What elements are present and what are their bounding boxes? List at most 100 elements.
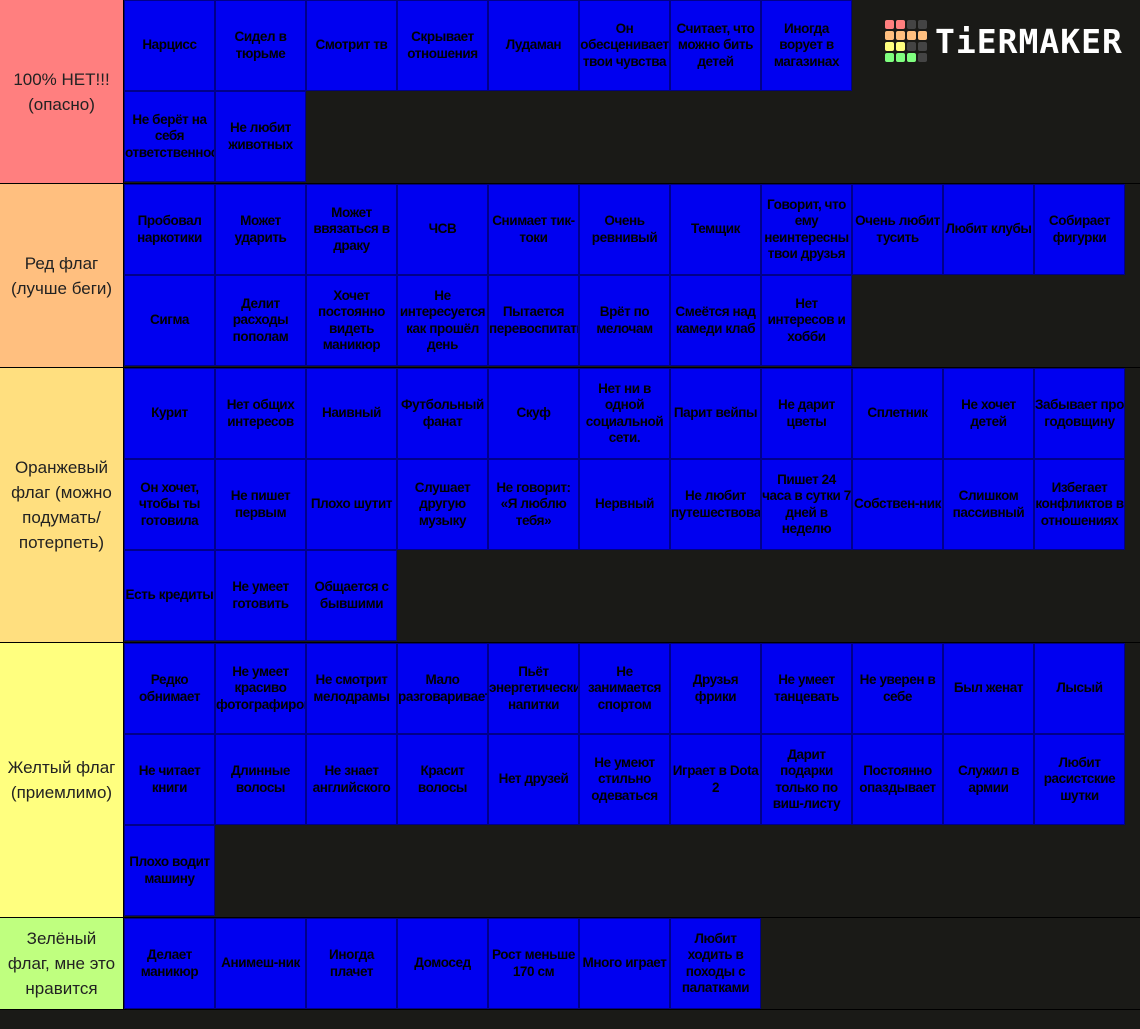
tier-item[interactable]: Не дарит цветы bbox=[761, 368, 852, 459]
logo-grid-cell bbox=[896, 20, 905, 29]
tier-item[interactable]: Дарит подарки только по виш-листу bbox=[761, 734, 852, 825]
tier-item[interactable]: Смеётся над камеди клаб bbox=[670, 275, 761, 366]
tier-item[interactable]: Иногда плачет bbox=[306, 918, 397, 1009]
tier-item[interactable]: Не пишет первым bbox=[215, 459, 306, 550]
tier-item[interactable]: Курит bbox=[124, 368, 215, 459]
tier-item[interactable]: Не хочет детей bbox=[943, 368, 1034, 459]
tier-item[interactable]: Собирает фигурки bbox=[1034, 184, 1125, 275]
tier-item[interactable]: Был женат bbox=[943, 643, 1034, 734]
tier-item[interactable]: Лудаман bbox=[488, 0, 579, 91]
tiermaker-logo[interactable]: TiERMAKER bbox=[885, 20, 1123, 62]
tier-item[interactable]: Мало разговаривает bbox=[397, 643, 488, 734]
tier-item[interactable]: Не умеет танцевать bbox=[761, 643, 852, 734]
tier-item[interactable]: Очень ревнивый bbox=[579, 184, 670, 275]
tier-item[interactable]: Слишком пассивный bbox=[943, 459, 1034, 550]
tier-item[interactable]: Футбольный фанат bbox=[397, 368, 488, 459]
tier-item[interactable]: ЧСВ bbox=[397, 184, 488, 275]
tier-item[interactable]: Не говорит: «Я люблю тебя» bbox=[488, 459, 579, 550]
tier-item[interactable]: Считает, что можно бить детей bbox=[670, 0, 761, 91]
tier-label[interactable]: 100% НЕТ!!! (опасно) bbox=[0, 0, 124, 183]
tier-item[interactable]: Нет общих интересов bbox=[215, 368, 306, 459]
tier-item[interactable]: Много играет bbox=[579, 918, 670, 1009]
tier-item[interactable]: Общается с бывшими bbox=[306, 550, 397, 641]
tier-item-label: Очень любит тусить bbox=[855, 213, 940, 245]
tier-item[interactable]: Длинные волосы bbox=[215, 734, 306, 825]
tier-item[interactable]: Пишет 24 часа в сутки 7 дней в неделю bbox=[761, 459, 852, 550]
tier-label[interactable]: Желтый флаг (приемлимо) bbox=[0, 643, 124, 917]
tier-item[interactable]: Постоянно опаздывает bbox=[852, 734, 943, 825]
tier-item[interactable]: Нет ни в одной социальной сети. bbox=[579, 368, 670, 459]
tier-item[interactable]: Не любит животных bbox=[215, 91, 306, 182]
tier-item[interactable]: Плохо шутит bbox=[306, 459, 397, 550]
tier-item[interactable]: Может ввязаться в драку bbox=[306, 184, 397, 275]
tier-label[interactable]: Ред флаг (лучше беги) bbox=[0, 184, 124, 367]
tier-item[interactable]: Избегает конфликтов в отношениях bbox=[1034, 459, 1125, 550]
tier-item[interactable]: Любит ходить в походы с палатками bbox=[670, 918, 761, 1009]
tier-item-label: Иногда ворует в магазинах bbox=[773, 20, 840, 69]
tier-item[interactable]: Красит волосы bbox=[397, 734, 488, 825]
tier-item[interactable]: Слушает другую музыку bbox=[397, 459, 488, 550]
tier-item[interactable]: Не смотрит мелодрамы bbox=[306, 643, 397, 734]
tier-item[interactable]: Сидел в тюрьме bbox=[215, 0, 306, 91]
tier-item[interactable]: Снимает тик-токи bbox=[488, 184, 579, 275]
tier-item[interactable]: Не читает книги bbox=[124, 734, 215, 825]
tier-item[interactable]: Хочет постоянно видеть маникюр bbox=[306, 275, 397, 366]
tier-item[interactable]: Сигма bbox=[124, 275, 215, 366]
tiermaker-grid-icon bbox=[885, 20, 927, 62]
tier-item[interactable]: Иногда ворует в магазинах bbox=[761, 0, 852, 91]
tier-item[interactable]: Не умеют стильно одеваться bbox=[579, 734, 670, 825]
tier-item[interactable]: Не умеет готовить bbox=[215, 550, 306, 641]
tier-item[interactable]: Нет друзей bbox=[488, 734, 579, 825]
tier-item[interactable]: Может ударить bbox=[215, 184, 306, 275]
tier-item[interactable]: Говорит, что ему неинтересны твои друзья bbox=[761, 184, 852, 275]
tier-item[interactable]: Не знает английского bbox=[306, 734, 397, 825]
tier-item[interactable]: Не интересуется как прошёл день bbox=[397, 275, 488, 366]
tier-item[interactable]: Наивный bbox=[306, 368, 397, 459]
tier-item[interactable]: Сплетник bbox=[852, 368, 943, 459]
tier-item[interactable]: Пьёт энергетические напитки bbox=[488, 643, 579, 734]
tier-item[interactable]: Очень любит тусить bbox=[852, 184, 943, 275]
tier-item[interactable]: Он хочет, чтобы ты готовила bbox=[124, 459, 215, 550]
tier-item[interactable]: Парит вейпы bbox=[670, 368, 761, 459]
tier-item[interactable]: Пытается перевоспитать bbox=[488, 275, 579, 366]
tier-item[interactable]: Есть кредиты bbox=[124, 550, 215, 641]
tier-item-label: Скуф bbox=[516, 405, 551, 421]
tier-item[interactable]: Смотрит тв bbox=[306, 0, 397, 91]
tier-item[interactable]: Не берёт на себя ответственность bbox=[124, 91, 215, 182]
tier-item[interactable]: Делит расходы пополам bbox=[215, 275, 306, 366]
tier-item[interactable]: Собствен-ник bbox=[852, 459, 943, 550]
tier-item[interactable]: Редко обнимает bbox=[124, 643, 215, 734]
tier-item[interactable]: Нарцисс bbox=[124, 0, 215, 91]
tier-item[interactable]: Друзья фрики bbox=[670, 643, 761, 734]
tier-item[interactable]: Не умеет красиво фотографировать bbox=[215, 643, 306, 734]
tier-item[interactable]: Скуф bbox=[488, 368, 579, 459]
tier-item[interactable]: Он обесценивает твои чувства bbox=[579, 0, 670, 91]
tier-item[interactable]: Любит клубы bbox=[943, 184, 1034, 275]
tier-item[interactable]: Лысый bbox=[1034, 643, 1125, 734]
tier-item[interactable]: Скрывает отношения bbox=[397, 0, 488, 91]
tier-item[interactable]: Темщик bbox=[670, 184, 761, 275]
tier-item[interactable]: Играет в Dota 2 bbox=[670, 734, 761, 825]
tier-item[interactable]: Нервный bbox=[579, 459, 670, 550]
tier-item-label: Нет друзей bbox=[498, 771, 569, 787]
tier-item[interactable]: Домосед bbox=[397, 918, 488, 1009]
tier-item[interactable]: Нет интересов и хобби bbox=[761, 275, 852, 366]
tier-item[interactable]: Не занимается спортом bbox=[579, 643, 670, 734]
logo-grid-cell bbox=[918, 53, 927, 62]
tier-item[interactable]: Анимеш-ник bbox=[215, 918, 306, 1009]
tier-item[interactable]: Рост меньше 170 см bbox=[488, 918, 579, 1009]
tier-item[interactable]: Не любит путешествовать bbox=[670, 459, 761, 550]
tier-item[interactable]: Любит расистские шутки bbox=[1034, 734, 1125, 825]
tier-item[interactable]: Забывает про годовщину bbox=[1034, 368, 1125, 459]
tier-label[interactable]: Зелёный флаг, мне это нравится bbox=[0, 918, 124, 1009]
tier-item[interactable]: Служил в армии bbox=[943, 734, 1034, 825]
tier-item-label: Наивный bbox=[321, 405, 382, 421]
tier-item[interactable]: Не уверен в себе bbox=[852, 643, 943, 734]
tier-item[interactable]: Делает маникюр bbox=[124, 918, 215, 1009]
tier-item[interactable]: Врёт по мелочам bbox=[579, 275, 670, 366]
tier-label[interactable]: Оранжевый флаг (можно подумать/потерпеть… bbox=[0, 368, 124, 642]
tier-item[interactable]: Пробовал наркотики bbox=[124, 184, 215, 275]
tier-item-label: Есть кредиты bbox=[125, 587, 214, 603]
tier-item[interactable]: Плохо водит машину bbox=[124, 825, 215, 916]
tier-item-label: Лудаман bbox=[505, 37, 562, 53]
